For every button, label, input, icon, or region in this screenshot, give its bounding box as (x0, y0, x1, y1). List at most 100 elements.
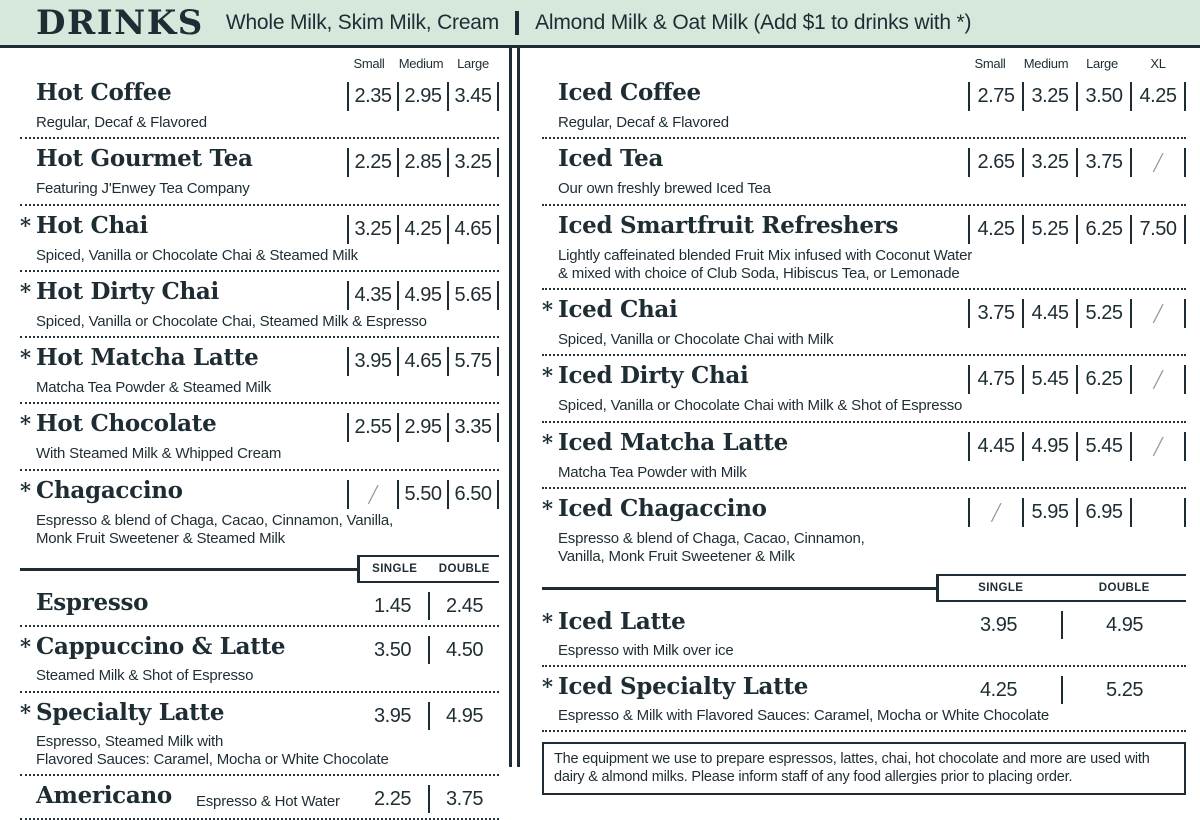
menu-item-iced-matcha-latte: * Iced Matcha Latte 4.45 4.95 5.45 ╱ Mat… (542, 423, 1186, 490)
price-large: 6.50 (447, 479, 497, 509)
star-marker: * (20, 411, 31, 437)
price-medium: 2.95 (397, 413, 447, 443)
price-medium: 4.95 (1022, 431, 1076, 461)
price-small: 3.75 (968, 299, 1022, 329)
price-xl (1130, 498, 1184, 528)
size-column-headers: Small Medium Large (20, 56, 499, 71)
price-large: 6.95 (1076, 498, 1130, 528)
price-large: 3.35 (447, 413, 497, 443)
menu-item-iced-latte: * Iced Latte 3.95 4.95 Espresso with Mil… (542, 602, 1186, 667)
price-medium: 2.95 (397, 82, 447, 111)
price-group: 3.50 4.50 (357, 636, 499, 665)
single-column-header: SINGLE (372, 563, 418, 576)
menu-item-iced-smartfruit-refreshers: Iced Smartfruit Refreshers 4.25 5.25 6.2… (542, 206, 1186, 291)
item-description: With Steamed Milk & Whipped Cream (36, 445, 282, 463)
price-medium: 4.65 (397, 347, 447, 377)
price-medium: 5.25 (1022, 214, 1076, 244)
item-name: Hot Coffee (36, 79, 172, 106)
price-small: 2.55 (347, 413, 397, 443)
size-head-small: Small (353, 56, 385, 71)
price-group: 4.45 4.95 5.45 ╱ (968, 431, 1186, 461)
menu-item-hot-matcha-latte: * Hot Matcha Latte 3.95 4.65 5.75 Matcha… (20, 338, 499, 405)
size-head-medium: Medium (398, 56, 444, 71)
star-marker: * (542, 297, 553, 323)
item-description: Matcha Tea Powder with Milk (558, 463, 747, 481)
price-double: 5.25 (1061, 675, 1186, 704)
price-small: 4.45 (968, 431, 1022, 461)
price-medium: 3.25 (1022, 148, 1076, 178)
item-description: Espresso & blend of Chaga, Cacao, Cinnam… (36, 511, 394, 548)
price-group: 3.95 4.95 (357, 701, 499, 730)
na-slash: ╱ (968, 498, 1022, 528)
price-double: 4.95 (428, 701, 499, 730)
price-small: 4.35 (347, 280, 397, 310)
column-divider (509, 48, 520, 767)
price-group: 2.35 2.95 3.45 (347, 82, 499, 111)
price-large: 4.65 (447, 214, 497, 244)
item-description: Spiced, Vanilla or Chocolate Chai with M… (558, 331, 834, 349)
item-description: Espresso with Milk over ice (558, 641, 734, 659)
menu-item-hot-coffee: Hot Coffee 2.35 2.95 3.45 Regular, Decaf… (20, 73, 499, 140)
price-group: 2.25 2.85 3.25 (347, 148, 499, 178)
price-group: 3.95 4.95 (936, 610, 1186, 639)
price-group: 2.55 2.95 3.35 (347, 413, 499, 443)
dairy-milk-list: Whole Milk, Skim Milk, Cream (225, 10, 500, 34)
menu-item-iced-specialty-latte: * Iced Specialty Latte 4.25 5.25 Espress… (542, 667, 1186, 733)
price-single: 2.25 (374, 788, 411, 811)
price-group: ╱ 5.50 6.50 (347, 479, 499, 509)
price-group: 4.25 5.25 6.25 7.50 (968, 214, 1186, 244)
size-head-large: Large (457, 56, 489, 71)
hot-drinks-column: Small Medium Large Hot Coffee 2.35 2.95 … (0, 48, 505, 820)
menu-item-iced-dirty-chai: * Iced Dirty Chai 4.75 5.45 6.25 ╱ Spice… (542, 356, 1186, 423)
item-name: Iced Chagaccino (558, 495, 767, 523)
item-description: Espresso & Milk with Flavored Sauces: Ca… (558, 706, 1049, 724)
single-double-header: SINGLE DOUBLE (20, 555, 499, 584)
price-single: 1.45 (374, 595, 411, 618)
item-description: Spiced, Vanilla or Chocolate Chai with M… (558, 397, 963, 415)
price-group: 2.75 3.25 3.50 4.25 (968, 82, 1186, 111)
price-small: 2.75 (968, 82, 1022, 111)
menu-item-hot-gourmet-tea: Hot Gourmet Tea 2.25 2.85 3.25 Featuring… (20, 139, 499, 206)
menu-item-hot-chocolate: * Hot Chocolate 2.55 2.95 3.35 With Stea… (20, 404, 499, 471)
na-slash: ╱ (1130, 431, 1184, 461)
item-description: Espresso & Hot Water (195, 793, 340, 811)
price-large: 3.50 (1076, 82, 1130, 111)
size-column-headers: Small Medium Large XL (542, 56, 1186, 71)
price-medium: 2.85 (397, 148, 447, 178)
price-single: 4.25 (980, 678, 1017, 701)
price-group: 3.25 4.25 4.65 (347, 214, 499, 244)
price-group: 4.35 4.95 5.65 (347, 280, 499, 310)
star-marker: * (542, 496, 553, 522)
price-small: 2.65 (968, 148, 1022, 178)
price-double: 3.75 (428, 785, 499, 814)
item-description: Spiced, Vanilla or Chocolate Chai & Stea… (36, 246, 358, 264)
milk-options-line: Whole Milk, Skim Milk, Cream Almond Milk… (225, 10, 972, 35)
price-small: 2.35 (347, 82, 397, 111)
menu-item-cappuccino-latte: * Cappuccino & Latte 3.50 4.50 Steamed M… (20, 627, 499, 693)
item-description: Regular, Decaf & Flavored (558, 114, 729, 131)
star-marker: * (20, 212, 31, 238)
na-slash: ╱ (347, 479, 397, 509)
price-large: 5.75 (447, 347, 497, 377)
item-name: Iced Latte (558, 607, 686, 635)
price-single: 3.95 (980, 613, 1017, 636)
star-marker: * (20, 634, 31, 660)
price-large: 5.25 (1076, 299, 1130, 329)
item-name: Espresso (36, 589, 149, 617)
price-medium: 5.50 (397, 479, 447, 509)
item-name: Specialty Latte (36, 698, 225, 726)
item-name: Cappuccino & Latte (36, 633, 286, 661)
single-double-header: SINGLE DOUBLE (542, 573, 1186, 602)
item-name: Hot Chocolate (36, 410, 217, 438)
menu-item-espresso: Espresso 1.45 2.45 (20, 583, 499, 628)
item-name: Iced Chai (558, 296, 678, 324)
price-group: 4.75 5.45 6.25 ╱ (968, 365, 1186, 395)
menu-header: DRINKS Whole Milk, Skim Milk, Cream Almo… (0, 0, 1200, 48)
menu-item-iced-coffee: Iced Coffee 2.75 3.25 3.50 4.25 Regular,… (542, 73, 1186, 140)
item-description: Regular, Decaf & Flavored (36, 114, 207, 131)
menu-columns: Small Medium Large Hot Coffee 2.35 2.95 … (0, 48, 1200, 820)
star-marker: * (542, 363, 553, 389)
double-column-header: DOUBLE (438, 563, 490, 576)
menu-item-chagaccino: * Chagaccino ╱ 5.50 6.50 Espresso & blen… (20, 471, 499, 554)
price-small: 2.25 (347, 148, 397, 178)
